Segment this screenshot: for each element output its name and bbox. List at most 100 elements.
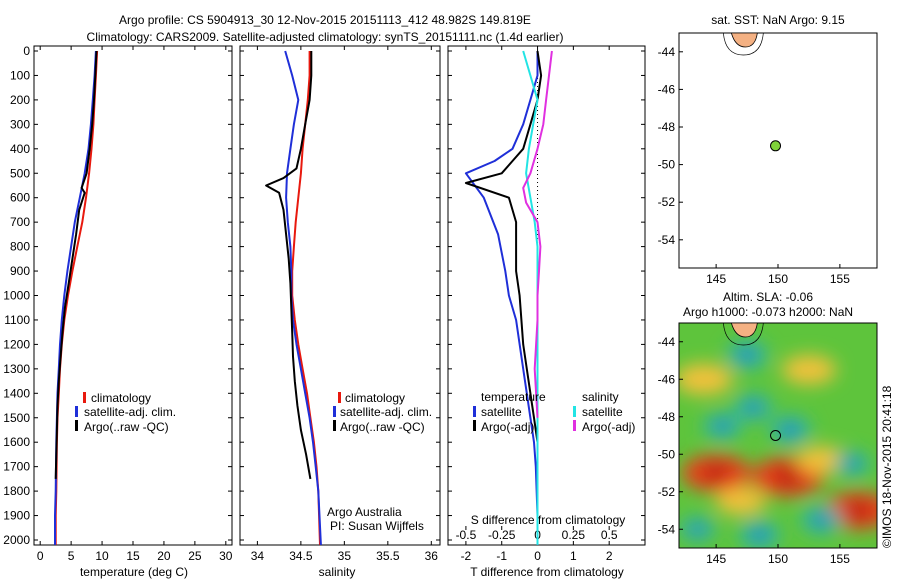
series-line-argo-raw-qc- — [265, 51, 313, 480]
heatmap-high-core — [773, 468, 802, 486]
difference-legend: temperature salinity satellite Argo(-adj… — [473, 390, 635, 434]
heatmap-field — [679, 323, 877, 548]
figure-title-line2: Climatology: CARS2009. Satellite-adjuste… — [87, 30, 564, 44]
heatmap-high-core — [845, 502, 872, 519]
float-position-marker — [770, 140, 782, 152]
salinity-panel: 34 34.5 35 35.5 36 — [239, 45, 441, 563]
x2-tick-label: 0.5 — [601, 528, 618, 542]
x2-tick-label: -0.5 — [456, 528, 477, 542]
heatmap-high — [679, 363, 733, 395]
difference-xlabel: T difference from climatology — [470, 565, 624, 579]
legend-swatch-sal-argo — [573, 420, 576, 431]
x-tick-label: 30 — [219, 549, 233, 563]
legend-label-temp-argo: Argo(-adj) — [481, 420, 534, 434]
x-tick-label: 34.5 — [289, 549, 313, 563]
heatmap-low-core — [744, 401, 762, 414]
heatmap-high — [715, 487, 767, 515]
legend-swatch-temp-satellite — [473, 406, 476, 417]
float-position-marker — [770, 430, 782, 441]
sst-map-panel: 145 150 155 -44 -46 -48 -50 -52 -54 — [658, 32, 878, 286]
y-tick-label: 800 — [10, 240, 30, 254]
x-tick-label: 155 — [830, 552, 850, 566]
pi-label: PI: Susan Wijffels — [330, 519, 424, 533]
x-tick-label: 155 — [830, 272, 850, 286]
x-tick-label: -1 — [496, 549, 507, 563]
y-tick-label: -44 — [658, 45, 676, 59]
heatmap-low-core — [750, 528, 769, 541]
legend-swatch-climatology — [338, 392, 341, 403]
legend-swatch-argo — [75, 420, 78, 431]
plot-frame — [447, 45, 646, 546]
x-tick-label: 20 — [157, 549, 171, 563]
x-tick-label: 15 — [126, 549, 140, 563]
y-tick-label: -54 — [658, 522, 676, 536]
x-tick-label: 2 — [606, 549, 613, 563]
legend-label-satellite: satellite-adj. clim. — [340, 405, 432, 419]
legend-label-sal-satellite: satellite — [582, 405, 623, 419]
x-tick-label: 10 — [95, 549, 109, 563]
figure-title-line1: Argo profile: CS 5904913_30 12-Nov-2015 … — [119, 13, 531, 27]
y-tick-label: 1000 — [3, 289, 30, 303]
x-tick-label: 35 — [338, 549, 352, 563]
y-tick-label: 900 — [10, 264, 30, 278]
x-tick-label: 5 — [68, 549, 75, 563]
difference-panel: -2 -1 0 1 2-0.5 -0.25 0 0.25 0.5 — [447, 45, 646, 563]
y-tick-label: -46 — [658, 82, 676, 96]
salinity-xlabel: salinity — [319, 565, 356, 579]
heatmap-low-core — [781, 423, 800, 436]
series-line-salinity-argo-adj- — [522, 50, 553, 418]
legend-swatch-argo — [333, 420, 336, 431]
y-tick-label: 1200 — [3, 337, 30, 351]
y-tick-label: -52 — [658, 485, 676, 499]
y-tick-label: -50 — [658, 447, 676, 461]
legend-label-argo: Argo(..raw -QC) — [84, 420, 169, 434]
series-line-temperature-satellite — [464, 51, 539, 545]
heatmap-low-core — [689, 523, 706, 535]
y-tick-label: 700 — [10, 215, 30, 229]
y-tick-label: 1300 — [3, 362, 30, 376]
legend-label-climatology: climatology — [91, 391, 151, 405]
x-tick-label: 34 — [251, 549, 265, 563]
imos-watermark: ©IMOS 18-Nov-2015 20:41:18 — [880, 385, 894, 548]
temperature-xlabel: temperature (deg C) — [80, 565, 188, 579]
institution-label: Argo Australia — [327, 505, 402, 519]
y-tick-label: -50 — [658, 158, 676, 172]
y-tick-label: 600 — [10, 191, 30, 205]
heatmap-low-core — [713, 420, 731, 432]
y-tick-label: 2000 — [3, 533, 30, 547]
x-tick-label: 150 — [768, 552, 788, 566]
heatmap-high — [781, 355, 837, 385]
x-tick-label: 150 — [768, 272, 788, 286]
heatmap-high-core — [702, 465, 730, 481]
heatmap-high — [795, 446, 847, 474]
sla-map-title-line1: Altim. SLA: -0.06 — [723, 290, 813, 304]
y-tick-label: -54 — [658, 233, 676, 247]
legend-label-temp-satellite: satellite — [481, 405, 522, 419]
y-tick-label: 1900 — [3, 509, 30, 523]
x-tick-label: 25 — [188, 549, 202, 563]
x-tick-label: 35.5 — [376, 549, 400, 563]
y-tick-label: 1800 — [3, 484, 30, 498]
coast-contour — [723, 322, 764, 346]
y-tick-label: -48 — [658, 410, 676, 424]
heatmap-low-core — [844, 458, 861, 469]
x-tick-label: 145 — [706, 272, 726, 286]
heatmap-low-core — [812, 513, 831, 526]
legend-swatch-sal-satellite — [573, 406, 576, 417]
y-tick-label: -48 — [658, 120, 676, 134]
series-line-temperature-argo-adj- — [464, 50, 543, 443]
sla-map-title-line2: Argo h1000: -0.073 h2000: NaN — [683, 305, 853, 319]
y-tick-label: 200 — [10, 93, 30, 107]
coast-contour — [723, 32, 764, 56]
plot-frame — [239, 45, 441, 546]
x-tick-label: 36 — [425, 549, 439, 563]
y-tick-label: -46 — [658, 372, 676, 386]
legend-title-salinity: salinity — [582, 390, 619, 404]
legend-swatch-climatology — [83, 392, 86, 403]
y-tick-label: 1700 — [3, 460, 30, 474]
x2-tick-label: 0.25 — [562, 528, 586, 542]
y-tick-label: 1600 — [3, 435, 30, 449]
x2-tick-label: -0.25 — [488, 528, 516, 542]
y-tick-label: 400 — [10, 142, 30, 156]
legend-label-sal-argo: Argo(-adj) — [582, 420, 635, 434]
